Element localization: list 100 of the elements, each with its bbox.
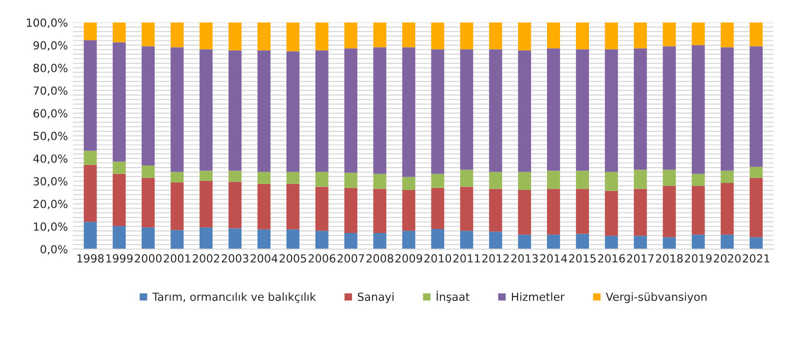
bar bbox=[634, 236, 647, 250]
x-tick-label: 2006 bbox=[308, 254, 336, 263]
bar bbox=[84, 40, 97, 151]
bar bbox=[228, 182, 242, 228]
bar bbox=[315, 50, 328, 172]
bar bbox=[84, 222, 97, 250]
bar bbox=[200, 227, 213, 250]
bar bbox=[634, 48, 647, 170]
bar bbox=[257, 172, 270, 184]
bar bbox=[200, 170, 213, 181]
x-tick-label: 2002 bbox=[192, 254, 220, 263]
bar bbox=[315, 230, 328, 250]
bar bbox=[228, 22, 242, 50]
bar bbox=[112, 174, 126, 226]
legend-label: Vergi-sübvansiyon bbox=[606, 292, 706, 304]
bar bbox=[546, 234, 560, 250]
x-tick-label: 2004 bbox=[250, 254, 278, 263]
bar bbox=[460, 22, 474, 50]
y-tick-label: 20,0% bbox=[34, 200, 68, 210]
bar bbox=[170, 230, 184, 250]
bar bbox=[576, 49, 589, 171]
bar bbox=[489, 188, 502, 232]
bar bbox=[402, 176, 416, 190]
bar bbox=[634, 22, 647, 48]
bar bbox=[170, 47, 184, 172]
x-tick-label: 2019 bbox=[684, 254, 712, 263]
bar bbox=[142, 46, 155, 166]
bar bbox=[576, 22, 589, 50]
bar bbox=[692, 22, 705, 46]
bar bbox=[720, 170, 734, 183]
bar bbox=[662, 46, 676, 170]
bar bbox=[460, 186, 474, 231]
bar bbox=[720, 234, 734, 250]
bar bbox=[170, 22, 184, 48]
bar bbox=[344, 172, 358, 188]
y-tick-label: 50,0% bbox=[34, 132, 68, 142]
bar bbox=[662, 22, 676, 46]
bar bbox=[634, 188, 647, 236]
bar bbox=[344, 233, 358, 250]
bar bbox=[692, 234, 705, 250]
x-tick-label: 2010 bbox=[424, 254, 452, 263]
bar bbox=[750, 46, 763, 167]
bar bbox=[431, 22, 444, 50]
x-tick-label: 2013 bbox=[511, 254, 538, 263]
bar bbox=[373, 188, 386, 234]
bar bbox=[576, 170, 589, 189]
y-tick-label: 30,0% bbox=[34, 177, 68, 187]
bar bbox=[546, 48, 560, 171]
bar bbox=[518, 234, 532, 250]
bar bbox=[634, 170, 647, 189]
bar bbox=[142, 227, 155, 250]
bar bbox=[286, 22, 300, 52]
x-tick-label: 2009 bbox=[395, 254, 422, 263]
bar bbox=[460, 230, 474, 250]
bar bbox=[604, 190, 618, 236]
bar bbox=[692, 45, 705, 174]
legend-label: Hizmetler bbox=[512, 292, 565, 301]
bar bbox=[228, 50, 242, 171]
bar bbox=[720, 182, 734, 235]
bar bbox=[402, 190, 416, 231]
y-tick-label: 90,0% bbox=[33, 41, 68, 51]
legend-label: Tarım, ormancılık ve balıkçılık bbox=[152, 292, 316, 303]
bar bbox=[518, 190, 532, 235]
bar bbox=[662, 237, 676, 250]
x-tick-label: 2017 bbox=[627, 254, 654, 263]
bar bbox=[692, 174, 705, 186]
x-tick-label: 2018 bbox=[656, 254, 683, 263]
x-tick-label: 2008 bbox=[366, 254, 394, 263]
bar bbox=[489, 49, 502, 172]
bar bbox=[142, 165, 155, 178]
bar bbox=[720, 47, 734, 171]
bar bbox=[546, 170, 560, 189]
bar bbox=[720, 22, 734, 48]
bar bbox=[460, 49, 474, 170]
bar bbox=[402, 230, 416, 250]
x-tick-label: 2001 bbox=[164, 254, 190, 263]
bar bbox=[518, 50, 532, 172]
bar bbox=[142, 178, 155, 228]
bar bbox=[257, 22, 270, 50]
bar bbox=[662, 170, 676, 186]
bar bbox=[84, 150, 97, 165]
bar bbox=[750, 237, 763, 250]
bar bbox=[402, 47, 416, 177]
x-tick-label: 2015 bbox=[569, 254, 596, 263]
y-tick-label: 0,0% bbox=[40, 245, 68, 255]
bar bbox=[373, 22, 386, 48]
bar bbox=[142, 22, 155, 46]
bar bbox=[112, 226, 126, 250]
bar bbox=[604, 49, 618, 172]
bar bbox=[84, 164, 97, 222]
bar bbox=[286, 184, 300, 230]
bar bbox=[170, 172, 184, 182]
x-tick-label: 2021 bbox=[742, 254, 770, 263]
bar bbox=[546, 22, 560, 48]
y-tick-label: 80,0% bbox=[33, 64, 68, 74]
bar bbox=[286, 51, 300, 172]
bar bbox=[112, 162, 126, 174]
bar bbox=[750, 178, 763, 238]
bar bbox=[257, 50, 270, 172]
bar bbox=[373, 233, 386, 250]
